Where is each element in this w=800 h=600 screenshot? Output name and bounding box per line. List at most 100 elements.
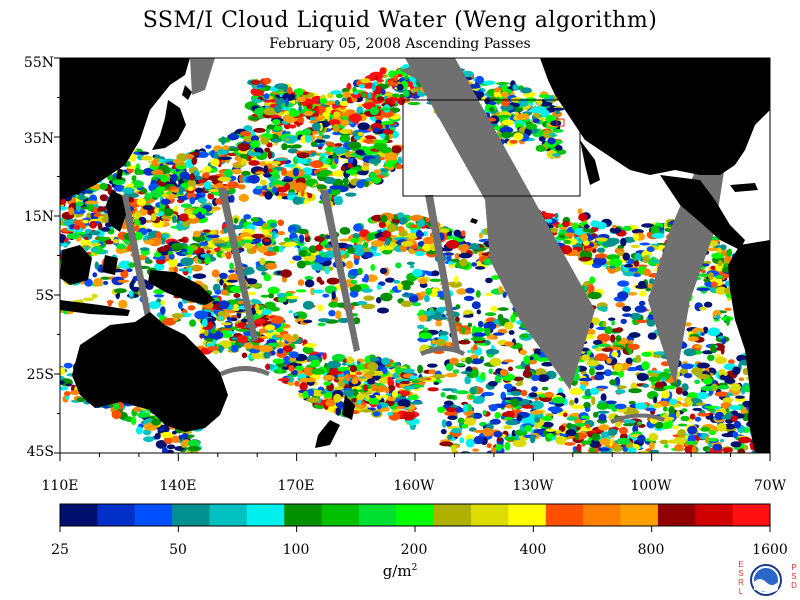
cloud-cell bbox=[449, 281, 462, 288]
cloud-cell bbox=[266, 142, 273, 148]
cloud-cell bbox=[362, 82, 375, 89]
cloud-cell bbox=[616, 437, 631, 445]
cloud-cell bbox=[161, 165, 168, 169]
cloud-cell bbox=[601, 455, 610, 460]
cloud-cell bbox=[453, 229, 462, 237]
cloud-cell bbox=[460, 371, 473, 375]
cloud-cell bbox=[141, 155, 153, 161]
cloud-cell bbox=[417, 377, 426, 382]
cloud-cell bbox=[439, 441, 454, 447]
cloud-cell bbox=[350, 97, 358, 103]
cloud-cell bbox=[178, 186, 184, 195]
cloud-cell bbox=[309, 160, 324, 169]
cloud-cell bbox=[314, 139, 326, 144]
cloud-cell bbox=[759, 461, 768, 467]
cloud-cell bbox=[364, 180, 369, 188]
cloud-cell bbox=[505, 419, 519, 426]
cloud-cell bbox=[310, 141, 318, 147]
cloud-cell bbox=[237, 184, 246, 190]
cloud-cell bbox=[364, 355, 371, 364]
cloud-cell bbox=[214, 289, 222, 295]
cloud-cell bbox=[238, 193, 249, 202]
cloud-cell bbox=[380, 168, 389, 172]
cloud-cell bbox=[763, 470, 776, 476]
cloud-cell bbox=[204, 256, 211, 265]
cloud-cell bbox=[100, 276, 110, 280]
cloud-cell bbox=[735, 395, 745, 399]
cloud-cell bbox=[347, 162, 354, 169]
cloud-cell bbox=[378, 221, 386, 228]
chart-subtitle: February 05, 2008 Ascending Passes bbox=[269, 36, 531, 52]
cloud-cell bbox=[617, 280, 630, 287]
cloud-cell bbox=[488, 106, 495, 112]
cloud-cell bbox=[211, 269, 220, 278]
cloud-cell bbox=[373, 127, 380, 132]
cloud-cell bbox=[704, 435, 710, 444]
cloud-cell bbox=[366, 378, 375, 385]
cloud-cell bbox=[620, 458, 627, 463]
cloud-cell bbox=[524, 424, 533, 432]
cloud-cell bbox=[113, 402, 120, 410]
cloud-cell bbox=[696, 287, 711, 292]
cloud-cell bbox=[154, 169, 163, 177]
cloud-cell bbox=[400, 300, 413, 307]
cloud-cell bbox=[384, 387, 390, 394]
cloud-cell bbox=[736, 455, 740, 462]
cloud-cell bbox=[597, 447, 610, 452]
cloud-cell bbox=[369, 394, 377, 399]
cloud-cell bbox=[530, 410, 543, 415]
cloud-cell bbox=[325, 146, 335, 152]
cloud-cell bbox=[129, 153, 137, 162]
cloud-cell bbox=[116, 243, 126, 250]
cloud-cell bbox=[243, 214, 252, 220]
cloud-cell bbox=[97, 222, 103, 230]
cloud-cell bbox=[406, 261, 415, 265]
cloud-cell bbox=[328, 310, 336, 317]
cloud-cell bbox=[339, 128, 352, 135]
cloud-cell bbox=[311, 368, 325, 375]
cloud-cell bbox=[392, 280, 401, 284]
cloud-cell bbox=[627, 292, 638, 296]
cloud-cell bbox=[139, 247, 150, 251]
cloud-cell bbox=[288, 109, 301, 117]
cloud-cell bbox=[295, 289, 307, 293]
cloud-cell bbox=[617, 454, 622, 461]
cloud-cell bbox=[520, 87, 532, 94]
cloud-cell bbox=[423, 231, 428, 237]
cloud-cell bbox=[167, 250, 173, 255]
cloud-cell bbox=[461, 230, 466, 237]
cloud-cell bbox=[759, 455, 769, 458]
cloud-cell bbox=[326, 277, 340, 285]
cloud-cell bbox=[473, 436, 484, 445]
cloud-cell bbox=[463, 403, 468, 413]
cloud-cell bbox=[251, 98, 262, 104]
cloud-cell bbox=[285, 131, 291, 135]
cloud-cell bbox=[274, 158, 288, 161]
cloud-cell bbox=[292, 167, 299, 177]
cloud-cell bbox=[199, 170, 204, 174]
cloud-cell bbox=[168, 258, 179, 268]
cloud-cell bbox=[274, 83, 289, 90]
cloud-cell bbox=[334, 143, 343, 147]
cloud-cell bbox=[629, 461, 636, 466]
cloud-cell bbox=[303, 128, 312, 136]
cloud-cell bbox=[252, 187, 263, 195]
cloud-cell bbox=[151, 159, 158, 168]
cloud-cell bbox=[467, 322, 473, 328]
cloud-cell bbox=[485, 348, 500, 355]
cloud-cell bbox=[412, 268, 423, 278]
cloud-cell bbox=[337, 317, 350, 323]
cloud-cell bbox=[134, 224, 140, 232]
cloud-cell bbox=[282, 92, 296, 102]
cloud-cell bbox=[220, 136, 226, 146]
cloud-cell bbox=[84, 278, 93, 287]
cloud-cell bbox=[367, 92, 373, 99]
cloud-cell bbox=[458, 241, 464, 245]
cloud-cell bbox=[310, 152, 317, 156]
cloud-cell bbox=[203, 329, 209, 337]
cloud-cell bbox=[160, 431, 175, 439]
cloud-cell bbox=[188, 214, 197, 219]
cloud-cell bbox=[513, 132, 524, 141]
cloud-cell bbox=[386, 223, 397, 233]
cloud-cell bbox=[586, 284, 595, 294]
